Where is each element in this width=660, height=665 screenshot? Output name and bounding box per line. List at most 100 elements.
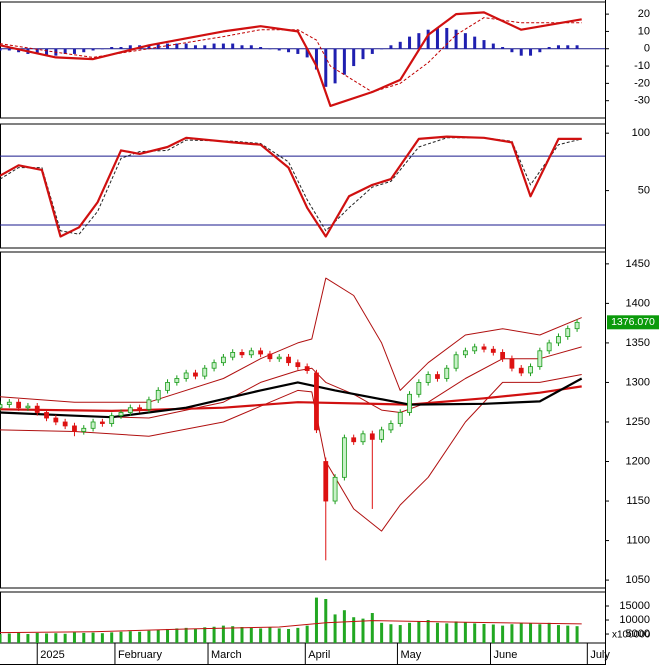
candle-body — [565, 328, 571, 337]
candle-body — [0, 404, 3, 409]
y-tick-label: 50 — [638, 184, 650, 196]
candle-body — [341, 437, 347, 478]
bar — [305, 48, 309, 58]
y-tick-label: 1450 — [626, 258, 650, 270]
bar — [63, 48, 67, 54]
candle-body — [248, 350, 254, 356]
candle-body — [556, 336, 561, 344]
y-tick-label: 10 — [638, 25, 650, 37]
bar — [259, 47, 263, 49]
x-tick-label: 2025 — [40, 649, 64, 661]
candle-body — [444, 367, 450, 379]
candle-body — [99, 421, 105, 424]
bar — [17, 632, 21, 643]
candle-body — [323, 461, 329, 502]
bar — [556, 45, 560, 49]
y-tick-label: 1100 — [626, 534, 650, 546]
y-tick-label: 1200 — [626, 455, 650, 467]
bar — [231, 43, 235, 49]
bar — [128, 631, 132, 643]
candle-body — [462, 350, 468, 356]
candle-body — [500, 352, 506, 360]
candle-body — [25, 405, 31, 409]
y-unit-label: x100000 — [612, 630, 651, 641]
indicator-line — [0, 377, 583, 419]
bar — [100, 633, 104, 643]
bar — [352, 617, 356, 643]
bar — [529, 623, 533, 643]
bar — [342, 48, 346, 75]
x-tick-label: April — [308, 649, 330, 661]
bar — [482, 623, 486, 643]
bar — [501, 625, 505, 643]
bar — [417, 33, 421, 49]
bar — [575, 626, 579, 643]
bar — [82, 632, 86, 643]
bar — [342, 610, 346, 643]
candle-body — [239, 352, 245, 356]
bar — [408, 622, 412, 643]
candle-body — [351, 437, 357, 443]
bar — [445, 27, 449, 49]
candle-body — [34, 405, 40, 413]
candle-body — [481, 346, 487, 350]
bar — [408, 36, 412, 49]
bar — [491, 624, 495, 643]
bar — [473, 623, 477, 643]
bar — [314, 48, 318, 70]
candle-body — [332, 476, 338, 502]
indicator-line — [0, 620, 582, 634]
bar — [212, 43, 216, 49]
bar — [7, 633, 11, 643]
candle-body — [360, 433, 366, 443]
candle-body — [537, 350, 543, 368]
bar — [100, 48, 104, 50]
bar — [296, 48, 300, 54]
bar — [305, 625, 309, 643]
bar — [193, 45, 197, 49]
bar — [454, 621, 458, 643]
bar — [128, 45, 132, 49]
indicator-line — [0, 374, 582, 532]
bar — [184, 43, 188, 49]
candle-body — [397, 412, 403, 424]
candle-body — [304, 366, 310, 371]
candle-body — [230, 352, 236, 358]
bar — [482, 40, 486, 49]
candle-body — [388, 423, 394, 431]
bar — [380, 622, 384, 643]
x-tick-label: July — [590, 649, 610, 661]
bar — [91, 48, 95, 51]
bar — [398, 41, 402, 49]
bar — [333, 48, 337, 84]
candle-body — [211, 362, 217, 369]
candle-body — [407, 393, 412, 413]
candle-body — [276, 356, 282, 360]
bar — [556, 625, 560, 643]
y-tick-label: 1300 — [626, 376, 650, 388]
candle-body — [118, 412, 124, 417]
bar — [519, 48, 523, 56]
bar — [370, 613, 374, 643]
y-tick-label: 1150 — [626, 495, 650, 507]
y-tick-label: 1050 — [626, 574, 650, 586]
candle-body — [72, 425, 77, 432]
bar — [156, 629, 160, 643]
bar — [7, 48, 11, 51]
y-tick-label: 1400 — [626, 297, 650, 309]
bar — [435, 27, 439, 49]
candle-body — [453, 354, 459, 369]
bar — [538, 624, 542, 643]
y-tick-label: 5000 — [626, 628, 650, 640]
bar — [147, 45, 151, 49]
bar — [45, 633, 49, 643]
candle-body — [267, 353, 273, 360]
bar — [361, 618, 365, 643]
y-tick-label: 1350 — [626, 337, 650, 349]
candle-body — [53, 417, 59, 423]
bar — [110, 632, 114, 643]
bar — [389, 624, 393, 643]
bar — [287, 48, 291, 53]
bar — [314, 597, 318, 643]
